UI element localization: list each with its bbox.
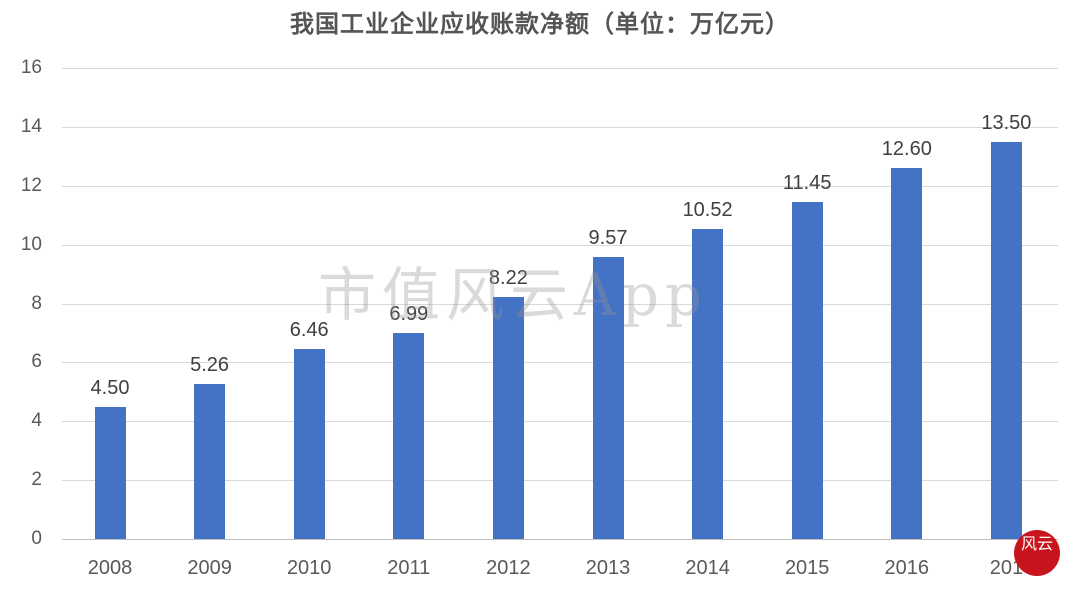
bar-2016 <box>891 168 923 539</box>
y-tick-label: 14 <box>20 116 42 137</box>
y-tick-label: 10 <box>20 234 42 255</box>
x-tick-label: 2016 <box>884 557 930 579</box>
gridline-8 <box>62 304 1058 305</box>
bar-2015 <box>791 201 823 539</box>
y-tick-label: 12 <box>20 175 42 196</box>
bar-2012 <box>492 297 524 539</box>
gridline-16 <box>62 68 1058 69</box>
x-tick-label: 2009 <box>187 557 232 579</box>
bar-2014 <box>692 229 724 539</box>
value-label: 8.22 <box>488 267 528 290</box>
y-tick-label: 2 <box>31 469 42 490</box>
x-tick-label: 2012 <box>486 557 531 579</box>
seal-logo-icon: 风云 <box>1014 530 1060 576</box>
gridline-12 <box>62 186 1058 187</box>
gridline-2 <box>62 480 1058 481</box>
value-label: 13.50 <box>981 111 1032 134</box>
x-tick-label: 2015 <box>784 557 830 579</box>
value-label: 9.57 <box>588 227 628 250</box>
x-tick-label: 201 <box>989 557 1024 579</box>
chart-title: 我国工业企业应收账款净额（单位：万亿元） <box>290 10 790 38</box>
y-tick-label: 6 <box>31 351 42 372</box>
x-tick-label: 2008 <box>87 557 133 579</box>
x-tick-label: 2010 <box>286 557 332 579</box>
bar-2013 <box>592 257 624 539</box>
bar-2011 <box>393 333 425 539</box>
x-axis-baseline <box>62 539 1058 540</box>
value-label: 4.50 <box>90 376 130 399</box>
y-tick-label: 0 <box>31 528 42 549</box>
x-tick-label: 2013 <box>585 557 631 579</box>
y-tick-label: 4 <box>31 410 42 431</box>
value-label: 11.45 <box>782 171 832 194</box>
value-label: 6.46 <box>289 318 329 341</box>
bar-2008 <box>94 406 126 539</box>
value-label: 12.60 <box>881 138 932 161</box>
x-tick-label: 2011 <box>387 557 431 579</box>
gridline-10 <box>62 245 1058 246</box>
bar-2009 <box>194 384 226 539</box>
seal-text: 风云 <box>1020 534 1053 553</box>
y-tick-label: 16 <box>20 57 42 78</box>
gridline-14 <box>62 127 1058 128</box>
value-label: 10.52 <box>682 199 733 222</box>
gridline-4 <box>62 421 1058 422</box>
bar-2010 <box>293 348 325 539</box>
y-tick-label: 8 <box>31 293 42 314</box>
x-tick-label: 2014 <box>685 557 730 579</box>
gridline-6 <box>62 362 1058 363</box>
bar-2017 <box>990 141 1022 539</box>
value-label: 6.99 <box>389 303 429 326</box>
value-label: 5.26 <box>190 354 230 377</box>
